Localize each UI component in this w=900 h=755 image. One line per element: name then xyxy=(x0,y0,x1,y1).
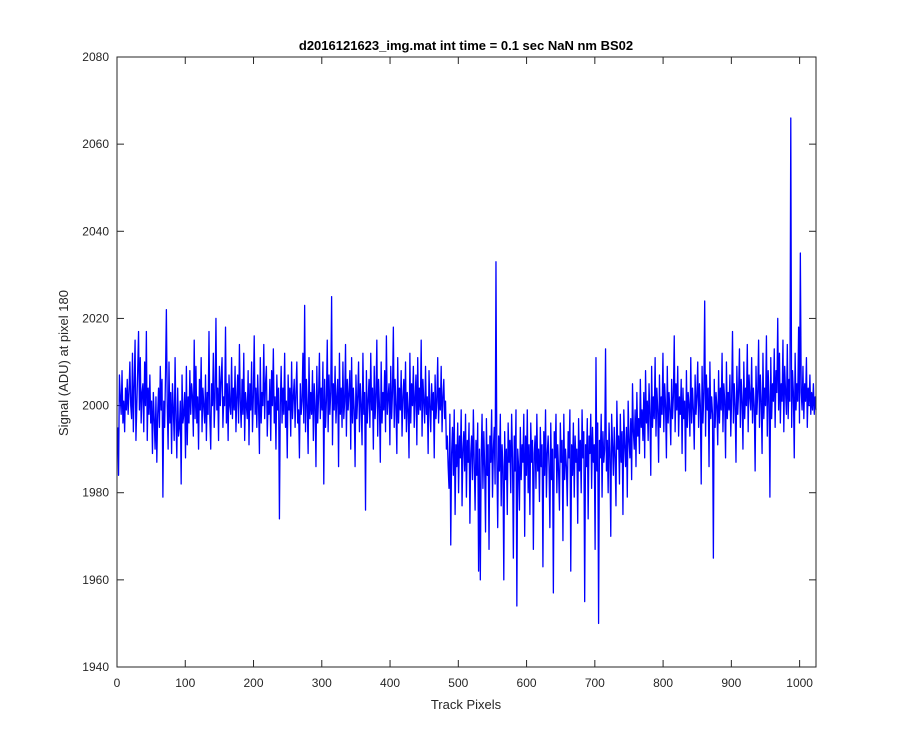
y-tick-label: 2040 xyxy=(82,224,109,238)
x-tick-label: 200 xyxy=(244,676,264,690)
chart-title: d2016121623_img.mat int time = 0.1 sec N… xyxy=(299,38,633,53)
y-tick-label: 1940 xyxy=(82,660,109,674)
y-tick-label: 1960 xyxy=(82,573,109,587)
x-tick-label: 100 xyxy=(175,676,195,690)
x-tick-label: 600 xyxy=(517,676,537,690)
x-tick-label: 800 xyxy=(653,676,673,690)
x-tick-label: 0 xyxy=(114,676,121,690)
y-tick-label: 2080 xyxy=(82,50,109,64)
plot-area xyxy=(116,56,817,668)
y-tick-label: 2000 xyxy=(82,399,109,413)
x-tick-label: 700 xyxy=(585,676,605,690)
y-axis-label: Signal (ADU) at pixel 180 xyxy=(56,290,71,436)
tick-labels: 0 100 200 300 400 500 600 700 800 900 1000 1940 1960… xyxy=(82,50,813,690)
x-tick-label: 900 xyxy=(721,676,741,690)
x-tick-label: 1000 xyxy=(786,676,813,690)
x-axis-label: Track Pixels xyxy=(431,697,502,712)
y-tick-label: 1980 xyxy=(82,486,109,500)
y-tick-label: 2020 xyxy=(82,311,109,325)
y-tick-label: 2060 xyxy=(82,137,109,151)
series-line-signal xyxy=(117,117,817,625)
x-tick-label: 500 xyxy=(448,676,468,690)
x-tick-label: 400 xyxy=(380,676,400,690)
x-tick-label: 300 xyxy=(312,676,332,690)
